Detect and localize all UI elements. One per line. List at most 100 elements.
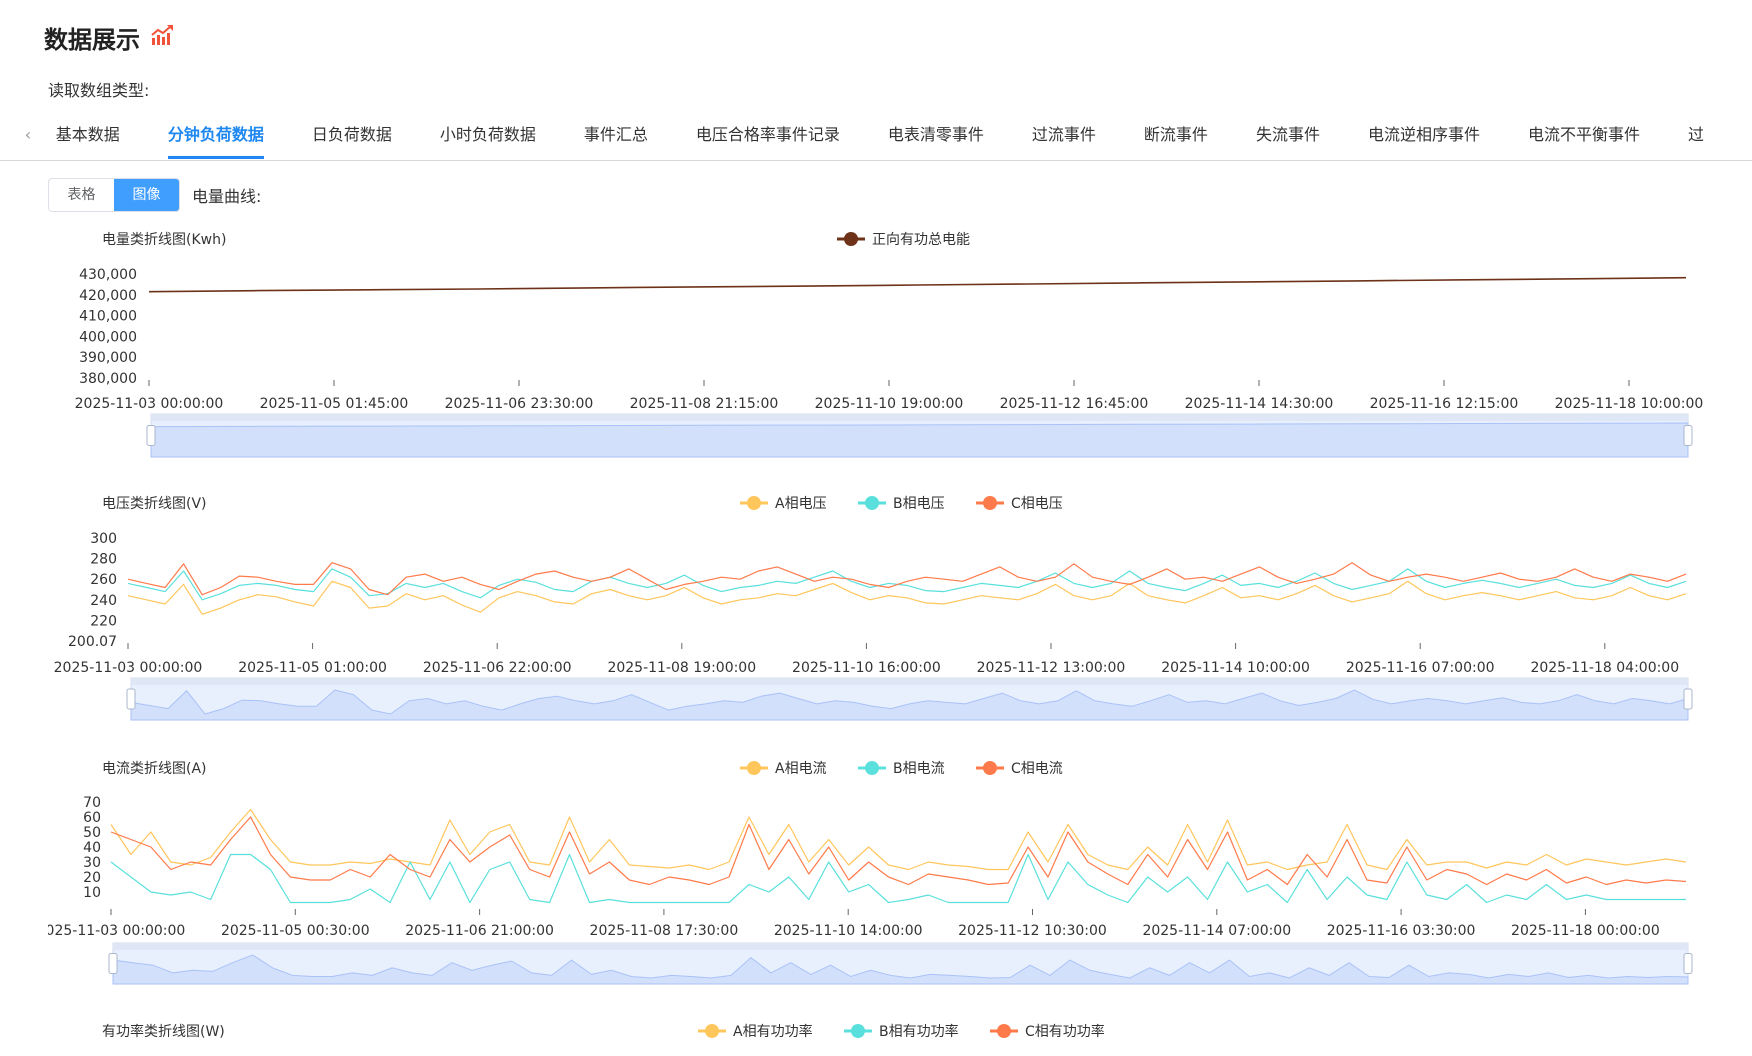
- x-axis: 2025-11-03 00:00:00 2025-11-05 01:00:00 20…: [54, 643, 1679, 676]
- x-tick-label: 2025-11-03 00:00:00: [54, 660, 203, 676]
- legend-item[interactable]: B相电压: [858, 496, 945, 512]
- x-tick-label: 2025-11-08 19:00:00: [607, 660, 756, 676]
- page-title: 数据展示: [44, 20, 174, 55]
- chart-3: 有功率类折线图(W) A相有功功率 B相有功功率 C相有功功率: [102, 1023, 1105, 1040]
- y-tick-label: 10: [83, 885, 101, 901]
- legend-marker: [865, 761, 879, 775]
- legend-marker: [865, 496, 879, 510]
- datazoom-handle-right[interactable]: [1683, 425, 1693, 446]
- x-tick-label: 2025-11-12 10:30:00: [958, 923, 1107, 939]
- datazoom-preview: [150, 422, 1689, 458]
- tab-item[interactable]: 事件汇总: [583, 125, 648, 144]
- tab-item[interactable]: 基本数据: [55, 125, 120, 144]
- legend-item[interactable]: C相电流: [976, 761, 1063, 777]
- series-line-B相电流: [110, 853, 1686, 904]
- x-tick-label: 2025-11-14 14:30:00: [1185, 396, 1334, 412]
- legend-item[interactable]: A相有功功率: [698, 1023, 813, 1040]
- datazoom-move-handle[interactable]: [151, 414, 1688, 421]
- datazoom-handle-right[interactable]: [1683, 953, 1693, 974]
- read-type-label: 读取数组类型:: [48, 81, 150, 100]
- y-tick-label: 390,000: [79, 350, 137, 366]
- x-tick-label: 2025-11-03 00:00:00: [75, 396, 224, 412]
- series-line-A相电压: [127, 580, 1687, 615]
- x-tick-label: 2025-11-14 10:00:00: [1161, 660, 1310, 676]
- legend-label: A相电流: [775, 761, 827, 777]
- datazoom-handle-left[interactable]: [126, 688, 136, 710]
- x-tick-label: 2025-11-10 14:00:00: [774, 923, 923, 939]
- chart-title: 有功率类折线图(W): [102, 1023, 225, 1040]
- datazoom-move-handle[interactable]: [113, 943, 1688, 950]
- x-tick-label: 2025-11-06 22:00:00: [423, 660, 572, 676]
- tab-item[interactable]: 过流事件: [1031, 125, 1096, 144]
- chart-0: 电量类折线图(Kwh) 正向有功总电能 430,000 420,000 410,000 4…: [75, 232, 1704, 458]
- y-tick-label: 260: [90, 572, 117, 588]
- legend-marker: [705, 1024, 719, 1038]
- page-title-text: 数据展示: [44, 26, 140, 54]
- tab-item[interactable]: 小时负荷数据: [439, 125, 536, 144]
- legend-item[interactable]: C相有功功率: [990, 1023, 1105, 1040]
- legend-item[interactable]: A相电压: [740, 496, 827, 512]
- legend-item[interactable]: B相有功功率: [844, 1023, 959, 1040]
- tab-bar: ‹ 基本数据 分钟负荷数据 日负荷数据 小时负荷数据 事件汇总 电压合格率事件记录 电表清零…: [0, 118, 1752, 161]
- chart-title: 电压类折线图(V): [102, 496, 207, 512]
- view-toggle: 表格 图像: [48, 178, 180, 212]
- legend-marker: [844, 232, 858, 246]
- y-tick-label: 20: [83, 870, 101, 886]
- series-line-C相电流: [110, 816, 1687, 886]
- tab-item[interactable]: 断流事件: [1143, 125, 1208, 144]
- legend-label: A相电压: [775, 496, 827, 512]
- y-tick-label: 50: [83, 825, 101, 841]
- x-tick-label: 2025-11-08 21:15:00: [630, 396, 779, 412]
- datazoom-handle-left[interactable]: [146, 425, 156, 446]
- tab-item[interactable]: 失流事件: [1255, 125, 1320, 144]
- y-tick-label: 400,000: [79, 329, 137, 345]
- y-tick-label: 240: [90, 593, 117, 609]
- tab-item[interactable]: 日负荷数据: [311, 125, 392, 144]
- datazoom-slider: [108, 942, 1693, 985]
- x-tick-label: 2025-11-16 07:00:00: [1346, 660, 1495, 676]
- tab-item[interactable]: 电压合格率事件记录: [695, 125, 840, 144]
- tab-item[interactable]: 电流不平衡事件: [1527, 125, 1640, 144]
- datazoom-handle-right[interactable]: [1683, 688, 1693, 710]
- datazoom-move-handle[interactable]: [131, 678, 1688, 685]
- legend-item[interactable]: A相电流: [740, 761, 827, 777]
- datazoom-slider: [126, 677, 1693, 721]
- tab-item[interactable]: 过: [1687, 125, 1704, 144]
- legend-item[interactable]: 正向有功总电能: [837, 232, 970, 248]
- y-tick-label: 410,000: [79, 309, 137, 325]
- legend-label: A相有功功率: [733, 1023, 813, 1040]
- x-axis: 2025-11-03 00:00:00 2025-11-05 00:30:00 20…: [37, 909, 1660, 939]
- tab-item[interactable]: 电流逆相序事件: [1367, 125, 1480, 144]
- datazoom-slider: [146, 413, 1693, 458]
- legend-label: B相有功功率: [879, 1023, 959, 1040]
- y-tick-label: 380,000: [79, 371, 137, 387]
- legend-label: 正向有功总电能: [872, 232, 970, 248]
- x-tick-label: 2025-11-18 10:00:00: [1555, 396, 1704, 412]
- legend-item[interactable]: B相电流: [858, 761, 945, 777]
- datazoom-preview: [130, 689, 1689, 721]
- tab-item[interactable]: 分钟负荷数据: [167, 118, 264, 159]
- y-tick-label: 280: [90, 552, 117, 568]
- x-tick-label: 2025-11-03 00:00:00: [37, 923, 186, 939]
- legend-item[interactable]: C相电压: [976, 496, 1063, 512]
- series-line-A相电流: [110, 808, 1687, 871]
- legend-marker: [983, 761, 997, 775]
- series-line-正向有功总电能: [148, 276, 1687, 293]
- series-line-B相电压: [127, 568, 1687, 601]
- x-tick-label: 2025-11-05 00:30:00: [221, 923, 370, 939]
- chart-view-button[interactable]: 图像: [114, 179, 179, 211]
- legend-label: C相电流: [1011, 761, 1063, 777]
- datazoom-preview: [112, 954, 1689, 985]
- x-tick-label: 2025-11-05 01:45:00: [260, 396, 409, 412]
- legend-label: C相有功功率: [1025, 1023, 1105, 1040]
- x-tick-label: 2025-11-10 19:00:00: [815, 396, 964, 412]
- tab-scroll-left-icon[interactable]: ‹: [24, 125, 32, 144]
- table-view-button[interactable]: 表格: [67, 187, 96, 203]
- legend-label: B相电压: [893, 496, 945, 512]
- tab-item[interactable]: 电表清零事件: [887, 125, 984, 144]
- datazoom-handle-left[interactable]: [108, 953, 118, 974]
- legend-label: C相电压: [1011, 496, 1063, 512]
- x-axis: 2025-11-03 00:00:00 2025-11-05 01:45:00 20…: [75, 380, 1704, 412]
